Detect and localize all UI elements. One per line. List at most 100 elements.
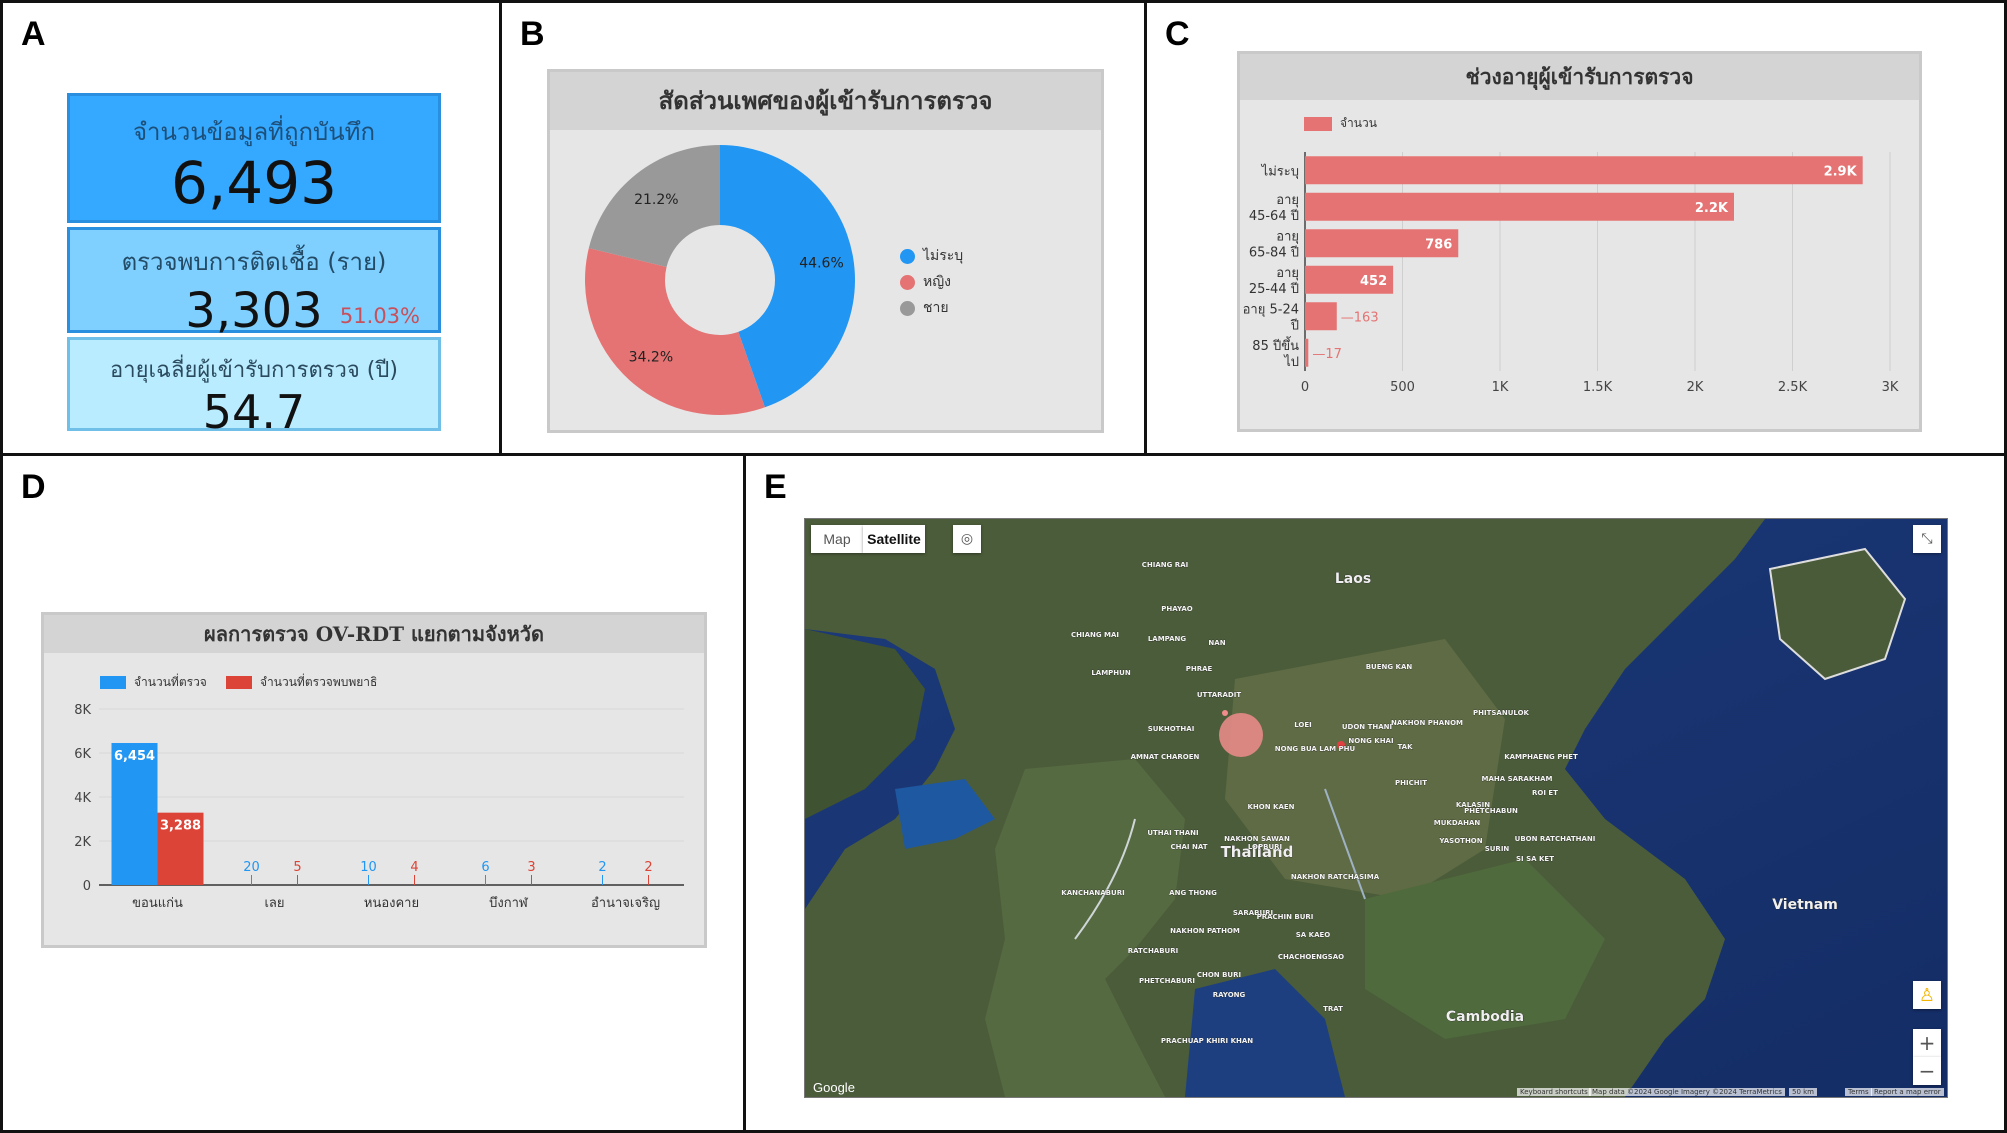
gender-chart-title: สัดส่วนเพศของผู้เข้ารับการตรวจ <box>550 72 1101 130</box>
age-bar-chart: 0 500 1K 1.5K 2K 2.5K 3K2.9Kไม่ระบุ2.2Kอายุ45-… <box>1243 152 1899 395</box>
map-place-label: PHRAE <box>1186 665 1213 673</box>
map-type-map-tab[interactable]: Map <box>811 525 863 553</box>
satellite-imagery[interactable]: Laos Thailand Vietnam Cambodia CHIANG RAI PHA… <box>805 519 1947 1097</box>
map-place-label: SA KAEO <box>1296 931 1331 939</box>
y-tick-label: 65-84 ปี <box>1249 244 1299 260</box>
kpi-infected-label: ตรวจพบการติดเชื้อ (ราย) <box>121 248 387 276</box>
map-place-label: TRAT <box>1323 1005 1343 1013</box>
bar-data-label: 3 <box>527 860 535 875</box>
y-tick-label: 4K <box>74 791 91 806</box>
x-tick-label: 3K <box>1882 380 1899 395</box>
map-place-label: AMNAT CHAROEN <box>1131 753 1200 761</box>
map-place-label: KHON KAEN <box>1247 803 1294 811</box>
panel-a: A จำนวนข้อมูลที่ถูกบันทึก 6,493 ตรวจพบกา… <box>0 0 502 456</box>
province-chart-title: ผลการตรวจ OV-RDT แยกตามจังหวัด <box>44 615 704 653</box>
zoom-in-button[interactable]: + <box>1913 1029 1941 1057</box>
bar[interactable] <box>1305 229 1459 258</box>
fullscreen-icon[interactable]: ⤡ <box>1913 525 1941 553</box>
x-tick-label: อำนาจเจริญ <box>591 896 660 911</box>
map-place-label: NONG KHAI <box>1348 737 1393 745</box>
pie-slice[interactable] <box>585 248 765 415</box>
google-logo: Google <box>813 1080 855 1095</box>
map-place-label: PHITSANULOK <box>1473 709 1530 717</box>
legend-swatch <box>900 274 915 290</box>
bar-data-label: 452 <box>1360 274 1387 289</box>
map-place-label: PHETCHABURI <box>1139 977 1195 985</box>
legend-swatch <box>900 300 915 316</box>
bar[interactable] <box>157 812 204 885</box>
x-tick-label: ขอนแก่น <box>132 896 183 911</box>
map-place-label: CHACHOENGSAO <box>1278 953 1344 961</box>
map-place-label: ANG THONG <box>1169 889 1217 897</box>
location-icon[interactable]: ◎ <box>953 525 981 553</box>
map-place-label: LOEI <box>1294 721 1312 729</box>
map-place-label: KAMPHAENG PHET <box>1504 753 1578 761</box>
bar[interactable] <box>111 743 158 885</box>
bar[interactable] <box>1305 302 1337 331</box>
map-place-label: PHICHIT <box>1395 779 1427 787</box>
map-place-label: CHON BURI <box>1197 971 1241 979</box>
legend-label: ชาย <box>923 300 949 316</box>
map-place-label: PRACHIN BURI <box>1257 913 1314 921</box>
y-tick-label: 0 <box>83 879 91 894</box>
x-tick-label: 1K <box>1492 380 1509 395</box>
map-place-label: TAK <box>1397 743 1413 751</box>
map-footer-report[interactable]: Report a map error <box>1871 1088 1944 1096</box>
map-footer-scale: 50 km <box>1789 1088 1818 1096</box>
map-place-label: RAYONG <box>1213 991 1246 999</box>
y-tick-label: ไป <box>1283 354 1299 370</box>
panel-b: B สัดส่วนเพศของผู้เข้ารับการตรวจ 44.6% 34… <box>499 0 1147 456</box>
map-place-label: NAKHON PATHOM <box>1170 927 1240 935</box>
bar-data-label: 10 <box>360 860 377 875</box>
y-tick-label: 6K <box>74 747 91 762</box>
x-tick-label: บึงกาฬ <box>489 896 529 911</box>
legend-swatch <box>226 676 252 689</box>
legend-label: จำนวนที่ตรวจพบพยาธิ <box>260 675 378 689</box>
pegman-icon[interactable]: ♙ <box>1913 981 1941 1009</box>
map-country-label: Cambodia <box>1446 1009 1524 1025</box>
x-tick-label: หนองคาย <box>364 896 419 911</box>
map-place-label: YASOTHON <box>1438 837 1482 845</box>
bar[interactable] <box>1305 338 1309 367</box>
legend-swatch <box>100 676 126 689</box>
legend-label: จำนวนที่ตรวจ <box>134 675 207 689</box>
map-type-satellite-tab[interactable]: Satellite <box>863 525 925 553</box>
kpi-age-card: อายุเฉลี่ยผู้เข้ารับการตรวจ (ปี) 54.7 <box>67 337 441 437</box>
map-view[interactable]: Laos Thailand Vietnam Cambodia CHIANG RAI PHA… <box>804 518 1948 1098</box>
map-country-label: Thailand <box>1221 843 1294 861</box>
pie-slice[interactable] <box>720 145 855 408</box>
map-place-label: SURIN <box>1485 845 1510 853</box>
bar[interactable] <box>1305 192 1734 221</box>
pie-slice[interactable] <box>588 145 720 267</box>
map-footer-shortcuts[interactable]: Keyboard shortcuts <box>1517 1088 1591 1096</box>
legend-swatch <box>900 248 915 264</box>
kpi-records-card: จำนวนข้อมูลที่ถูกบันทึก 6,493 <box>67 93 441 223</box>
kpi-age-label: อายุเฉลี่ยผู้เข้ารับการตรวจ (ปี) <box>110 358 398 383</box>
y-tick-label: อายุ <box>1276 229 1299 244</box>
map-place-label: UTTARADIT <box>1197 691 1241 699</box>
pie-data-label: 44.6% <box>799 256 843 272</box>
x-tick-label: 0 <box>1301 380 1309 395</box>
legend-label: หญิง <box>923 274 951 290</box>
bar[interactable] <box>1305 265 1394 294</box>
x-tick-label: 2K <box>1687 380 1704 395</box>
y-tick-label: อายุ 5-24 <box>1243 302 1299 317</box>
zoom-out-button[interactable]: − <box>1913 1057 1941 1085</box>
bar-data-label: 2 <box>644 860 652 875</box>
province-chart-card: ผลการตรวจ OV-RDT แยกตามจังหวัด จำนวนที่ต… <box>41 612 707 948</box>
legend-item: หญิง <box>900 271 951 293</box>
map-place-label: NONG BUA LAM PHU <box>1275 745 1356 753</box>
panel-d: D ผลการตรวจ OV-RDT แยกตามจังหวัด จำนวนที… <box>0 453 746 1133</box>
map-place-label: BUENG KAN <box>1366 663 1413 671</box>
legend-item: จำนวนที่ตรวจพบพยาธิ <box>226 673 377 692</box>
map-place-label: KANCHANABURI <box>1061 889 1124 897</box>
panel-letter: C <box>1165 15 1190 53</box>
map-footer-terms[interactable]: Terms <box>1845 1088 1872 1096</box>
panel-letter: A <box>21 15 46 53</box>
legend-item: ชาย <box>900 297 949 319</box>
panel-c: C ช่วงอายุผู้เข้ารับการตรวจ จำนวน 0 500 1K… <box>1144 0 2007 456</box>
pie-data-label: 34.2% <box>629 349 673 365</box>
y-tick-label: 2K <box>74 835 91 850</box>
map-place-label: UTHAI THANI <box>1147 829 1198 837</box>
bar[interactable] <box>1305 156 1863 185</box>
